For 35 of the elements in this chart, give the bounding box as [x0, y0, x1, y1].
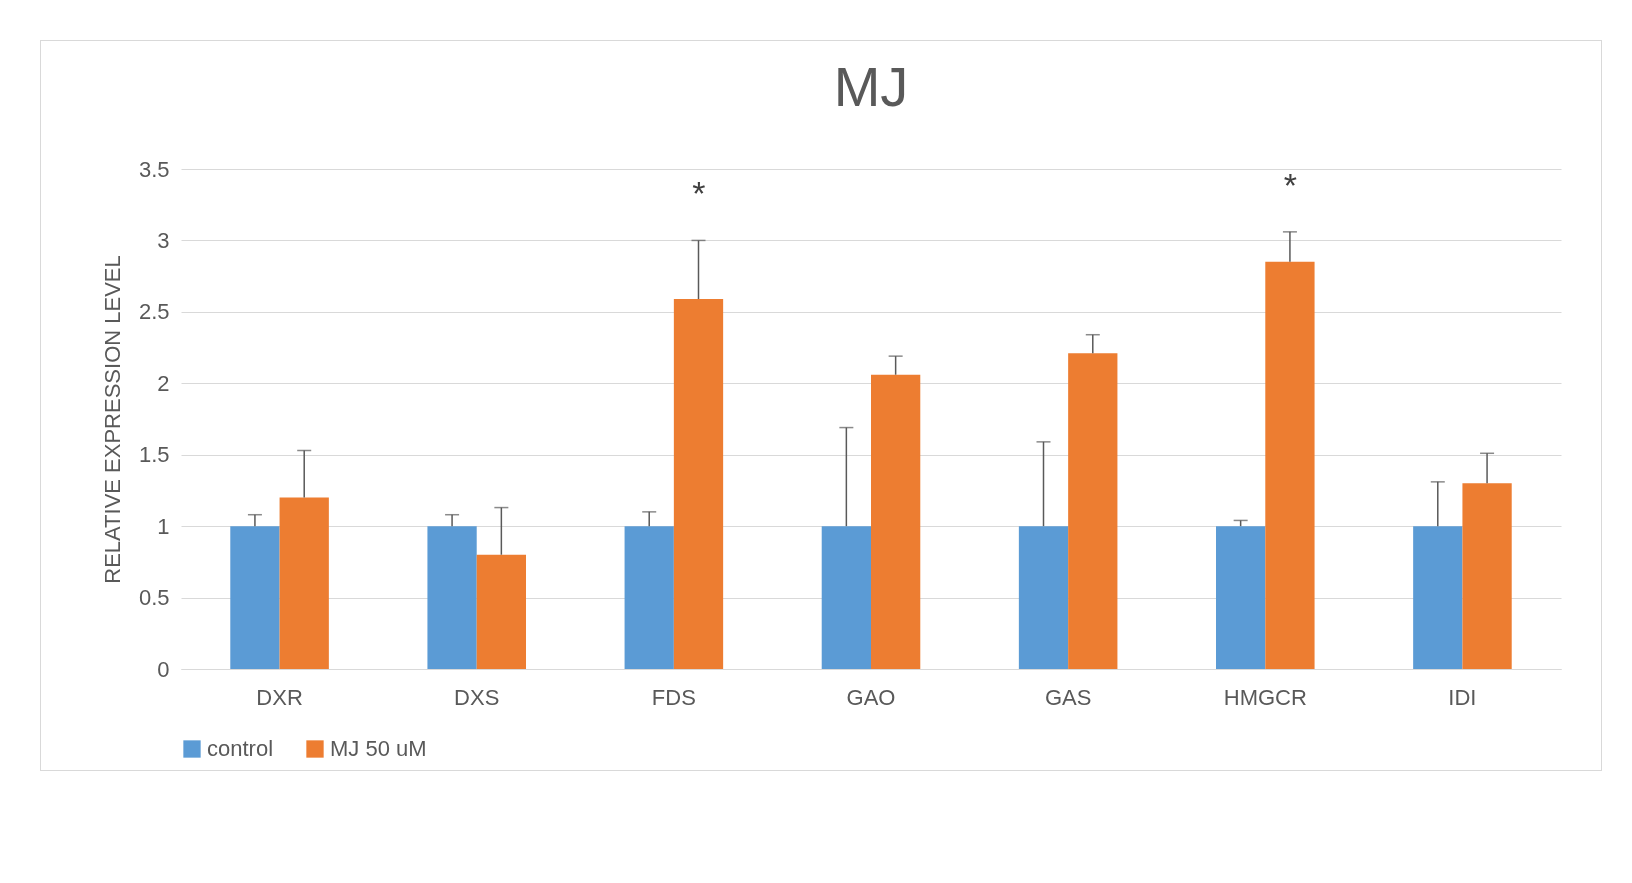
x-tick-label: IDI: [1448, 684, 1477, 710]
y-tick-label: 0: [157, 656, 170, 682]
bar: [1462, 483, 1512, 669]
bar: [1265, 261, 1315, 669]
annotation: *: [692, 174, 706, 213]
bar: [1216, 526, 1266, 669]
x-tick-label: GAO: [846, 684, 896, 710]
y-axis-title: RELATIVE EXPRESSION LEVEL: [99, 255, 125, 584]
bar: [821, 526, 871, 669]
bar: [230, 526, 280, 669]
y-tick-label: 1.5: [138, 442, 170, 468]
x-tick-label: GAS: [1044, 684, 1092, 710]
legend-label: MJ 50 uM: [330, 736, 427, 761]
x-tick-label: DXR: [256, 684, 303, 710]
bar: [673, 299, 724, 669]
bar: [1068, 353, 1118, 669]
x-tick-label: HMGCR: [1223, 684, 1307, 710]
bar: [1413, 526, 1463, 669]
x-tick-label: DXS: [454, 684, 500, 710]
y-tick-label: 0.5: [138, 585, 170, 611]
chart-title: MJ: [833, 55, 909, 118]
bar: [871, 374, 921, 669]
bar: [1018, 526, 1069, 669]
y-tick-label: 2: [157, 370, 170, 396]
y-tick-label: 1: [157, 513, 170, 539]
bar: [476, 554, 526, 669]
y-tick-label: 2.5: [138, 299, 170, 325]
x-tick-label: FDS: [651, 684, 696, 710]
y-tick-label: 3.5: [138, 156, 170, 182]
bar: [279, 497, 329, 669]
y-tick-label: 3: [157, 227, 170, 253]
legend-label: control: [207, 736, 274, 761]
bar: [624, 526, 674, 669]
annotation: *: [1283, 165, 1297, 204]
bar: [427, 526, 477, 669]
